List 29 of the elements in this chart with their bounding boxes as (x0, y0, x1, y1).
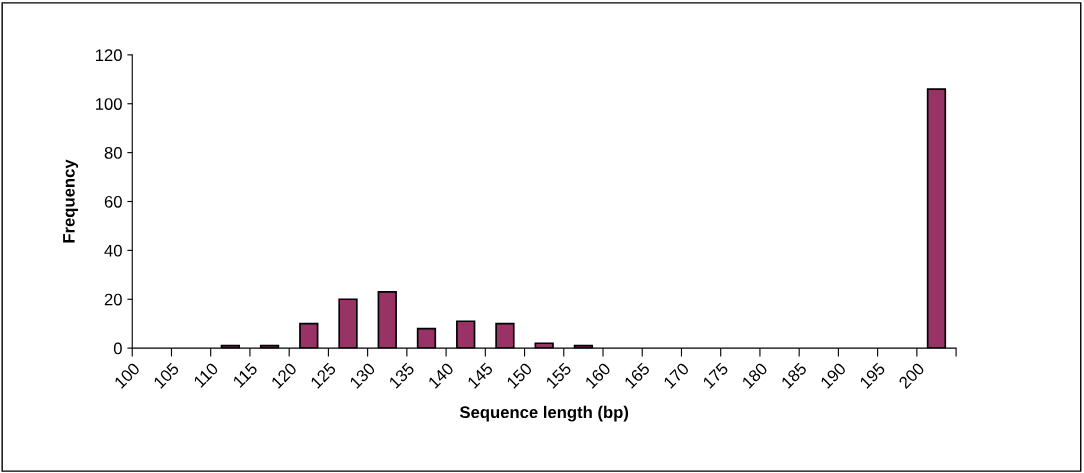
x-tick-label: 185 (780, 362, 808, 389)
x-tick-label: 125 (309, 362, 337, 389)
x-tick-label: 175 (702, 362, 729, 389)
y-tick-label: 100 (95, 98, 122, 110)
x-axis-title: Sequence length (bp) (459, 405, 629, 422)
x-tick-label: 160 (584, 362, 612, 389)
x-tick-label: 140 (427, 362, 455, 389)
y-axis-title: Frequency (63, 159, 79, 243)
x-tick-label: 145 (466, 362, 494, 389)
x-tick-label: 190 (819, 362, 847, 389)
x-tick-label: 180 (741, 362, 769, 389)
x-tick-label: 195 (859, 362, 886, 389)
y-tick-label: 120 (95, 49, 122, 62)
x-tick-label: 115 (232, 362, 259, 388)
x-tick-label: 110 (193, 362, 219, 388)
y-tick-label: 40 (104, 244, 122, 257)
x-tick-label: 105 (153, 362, 180, 389)
y-tick-label: 20 (104, 293, 122, 306)
x-tick-label: 165 (623, 362, 651, 389)
y-tick-label: 0 (113, 342, 122, 355)
y-tick-label: 80 (104, 147, 122, 159)
x-tick-label: 150 (506, 362, 533, 389)
x-tick-label: 155 (545, 362, 572, 389)
y-tick-label: 60 (104, 195, 122, 208)
x-tick-label: 135 (388, 362, 416, 389)
x-tick-label: 200 (898, 362, 926, 390)
x-tick-label: 120 (270, 362, 298, 389)
x-tick-label: 130 (349, 362, 376, 389)
x-tick-label: 170 (663, 362, 690, 389)
